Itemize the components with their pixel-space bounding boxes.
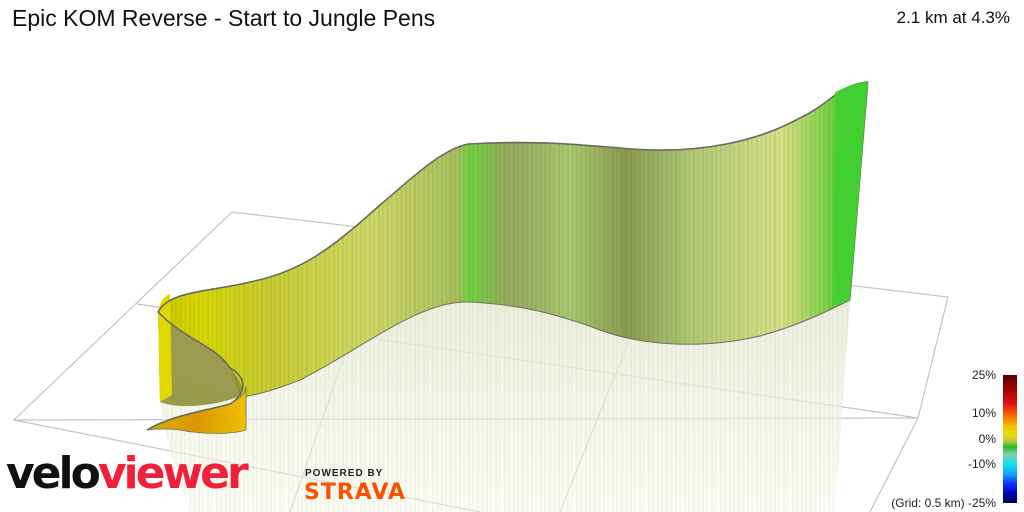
legend-label-10: 10%: [971, 406, 996, 420]
powered-by-label: POWERED BY: [305, 468, 384, 479]
ribbon-end-section: [832, 82, 868, 306]
segment-summary: 2.1 km at 4.3%: [896, 8, 1010, 27]
segment-title: Epic KOM Reverse - Start to Jungle Pens: [12, 5, 436, 31]
legend-label-minus10: -10%: [967, 457, 996, 471]
strava-logo[interactable]: STRAVA: [304, 480, 406, 505]
legend-label-25: 25%: [971, 368, 996, 382]
gradient-color-scale: [1003, 375, 1017, 503]
grid-scale-note: (Grid: 0.5 km): [891, 496, 965, 510]
veloviewer-logo[interactable]: veloviewer: [6, 448, 249, 499]
ribbon-top-edge: [146, 81, 869, 431]
legend-label-0: 0%: [978, 432, 996, 446]
legend-label-minus25: (Grid: 0.5 km) -25%: [891, 496, 996, 510]
ribbon-curl: [158, 312, 242, 407]
